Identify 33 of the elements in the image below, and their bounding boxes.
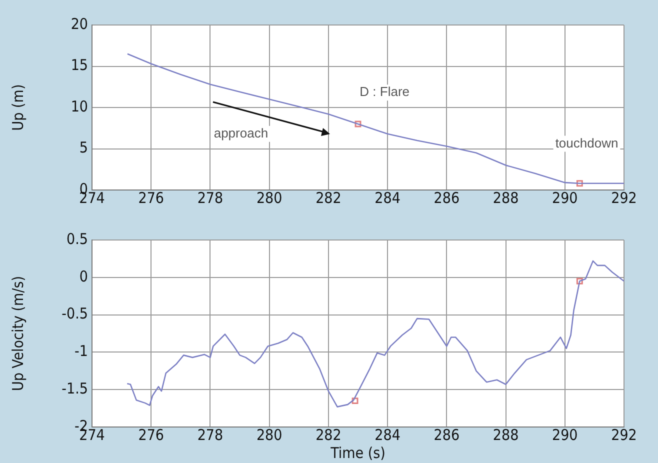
x-tick-label: 292 xyxy=(611,426,637,444)
annotation: touchdown xyxy=(555,135,618,150)
annotation: D : Flare xyxy=(360,84,410,100)
x-tick-label: 286 xyxy=(434,188,460,207)
x-tick-label: 284 xyxy=(374,426,400,444)
x-tick-label: 278 xyxy=(197,426,224,444)
y-tick-label: 0 xyxy=(79,267,88,286)
x-tick-label: 276 xyxy=(138,188,164,207)
x-tick-label: 292 xyxy=(611,188,637,207)
y-tick-label: 15 xyxy=(70,56,88,74)
y-axis-title: Up Velocity (m/s) xyxy=(8,276,27,392)
x-tick-label: 282 xyxy=(316,426,342,444)
y-tick-label: 0.5 xyxy=(66,230,88,248)
x-tick-label: 276 xyxy=(138,426,164,444)
x-axis-title: Time (s) xyxy=(330,444,386,462)
x-tick-label: 290 xyxy=(552,188,578,207)
x-tick-label: 284 xyxy=(374,188,400,207)
y-tick-label: -0.5 xyxy=(62,304,88,323)
y-tick-label: 20 xyxy=(70,14,88,33)
x-tick-label: 288 xyxy=(492,426,519,444)
x-tick-label: 282 xyxy=(316,188,342,207)
y-tick-label: 5 xyxy=(79,138,88,157)
x-tick-label: 278 xyxy=(197,188,224,207)
annotation: approach xyxy=(214,125,268,140)
x-tick-label: 280 xyxy=(256,426,282,444)
y-axis-title: Up (m) xyxy=(8,84,27,131)
x-tick-label: 290 xyxy=(552,426,578,444)
y-tick-label: -1 xyxy=(74,342,88,360)
y-tick-label: 10 xyxy=(70,97,88,116)
x-tick-label: 288 xyxy=(492,188,519,207)
y-tick-label: -1.5 xyxy=(62,379,88,398)
x-tick-label: 280 xyxy=(256,188,282,207)
x-tick-label: 286 xyxy=(434,426,460,444)
